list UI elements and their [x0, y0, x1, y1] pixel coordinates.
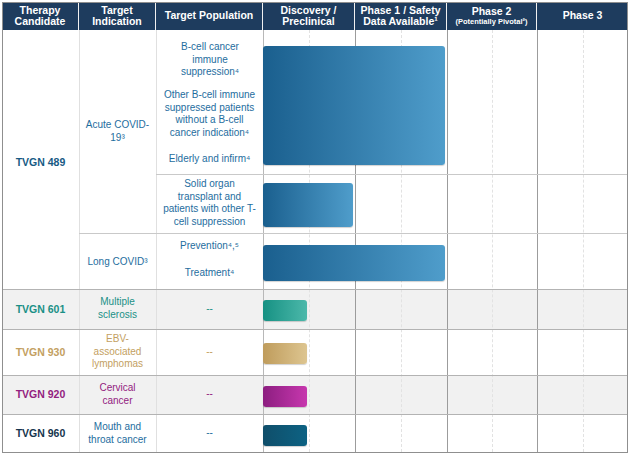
indication-cervical-cancer: Cervical cancer [86, 382, 149, 407]
indication-ebv-lymphomas: EBV-associated lymphomas [86, 333, 149, 371]
population-dashes: -- [160, 346, 259, 359]
header-phase-2: Phase 2 (Potentially Pivotal²) [447, 2, 537, 30]
population-other-bcell: Other B-cell immune suppressed patients … [160, 89, 259, 139]
row-divider [2, 375, 628, 376]
candidate-tvgn960: TVGN 960 [2, 427, 79, 440]
progress-bar-acute-covid-solid-organ [263, 183, 353, 227]
header-label: Phase 1 / Safety Data Available¹ [355, 5, 446, 28]
phase-midline-dashed [583, 30, 584, 452]
candidate-tvgn601: TVGN 601 [2, 303, 79, 316]
population-prevention: Prevention⁴,⁵ [160, 240, 259, 253]
row-divider [2, 289, 628, 290]
header-label: Discovery / Preclinical [263, 5, 354, 28]
progress-bar-tvgn920 [263, 386, 307, 407]
indication-long-covid: Long COVID³ [79, 256, 156, 269]
header-row: Therapy Candidate Target Indication Targ… [2, 2, 628, 30]
population-solid-organ: Solid organ transplant and patients with… [162, 178, 257, 228]
progress-bar-acute-covid-main [263, 46, 445, 165]
row-divider [2, 414, 628, 415]
header-label: Phase 2 [472, 6, 512, 18]
pipeline-chart: Therapy Candidate Target Indication Targ… [0, 0, 630, 456]
header-sublabel: (Potentially Pivotal²) [455, 17, 527, 26]
progress-bar-tvgn930 [263, 343, 307, 364]
population-dashes: -- [160, 388, 259, 401]
population-bcell-cancer: B-cell cancer immune suppression⁴ [170, 41, 250, 79]
column-divider [79, 30, 80, 452]
population-dashes: -- [160, 303, 259, 316]
header-label: Target Population [165, 10, 253, 22]
progress-bar-tvgn960 [263, 425, 307, 446]
header-discovery-preclinical: Discovery / Preclinical [263, 2, 355, 30]
header-label: Phase 3 [563, 10, 603, 22]
population-treatment: Treatment⁴ [160, 267, 259, 280]
subrow-divider [79, 233, 628, 234]
subrow-divider [156, 174, 628, 175]
header-label: Therapy Candidate [2, 5, 78, 28]
header-phase-1: Phase 1 / Safety Data Available¹ [355, 2, 447, 30]
header-phase-3: Phase 3 [537, 2, 628, 30]
header-target-population: Target Population [156, 2, 263, 30]
progress-bar-long-covid [263, 245, 445, 281]
indication-mouth-throat-cancer: Mouth and throat cancer [83, 421, 152, 446]
candidate-tvgn489: TVGN 489 [2, 156, 79, 169]
phase-divider [447, 30, 448, 452]
row-divider [2, 329, 628, 330]
header-target-indication: Target Indication [79, 2, 156, 30]
header-label: Target Indication [79, 5, 155, 28]
header-therapy-candidate: Therapy Candidate [2, 2, 79, 30]
progress-bar-tvgn601 [263, 300, 307, 321]
population-dashes: -- [160, 427, 259, 440]
population-elderly-infirm: Elderly and infirm⁴ [160, 153, 259, 166]
column-divider [156, 30, 157, 452]
candidate-tvgn920: TVGN 920 [2, 388, 79, 401]
phase-divider [537, 30, 538, 452]
candidate-tvgn930: TVGN 930 [2, 346, 79, 359]
indication-acute-covid: Acute COVID-19³ [83, 119, 152, 144]
indication-multiple-sclerosis: Multiple sclerosis [86, 296, 149, 321]
phase-midline-dashed [492, 30, 493, 452]
